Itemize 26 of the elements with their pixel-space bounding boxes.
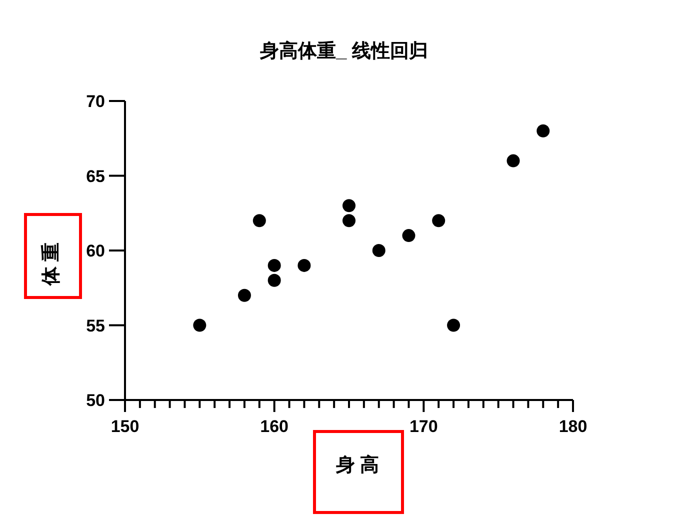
y-tick-label: 60 xyxy=(86,242,105,260)
point xyxy=(193,318,206,332)
point xyxy=(402,229,416,242)
y-tick-label: 70 xyxy=(86,92,105,111)
point xyxy=(298,258,311,272)
y-axis-title: 体 重 xyxy=(40,241,63,288)
x-tick-label: 180 xyxy=(558,417,588,436)
y-tick-label: 65 xyxy=(86,166,105,186)
point xyxy=(342,199,356,212)
point xyxy=(252,214,266,228)
x-axis-title: 身 高 xyxy=(334,454,380,478)
x-tick-label: 150 xyxy=(110,417,140,436)
point xyxy=(536,124,550,138)
point xyxy=(432,214,446,228)
point xyxy=(238,288,251,302)
y-tick-label: 55 xyxy=(86,316,105,336)
y-tick-label: 50 xyxy=(86,391,105,410)
point xyxy=(268,258,281,272)
point xyxy=(268,274,281,287)
point xyxy=(342,214,356,228)
x-tick-label: 160 xyxy=(260,417,289,436)
point xyxy=(506,154,520,168)
point xyxy=(372,244,386,257)
point xyxy=(447,318,460,332)
chart-title: 身高体重_ 线性回归 xyxy=(259,40,429,64)
x-tick-label: 170 xyxy=(409,417,438,436)
